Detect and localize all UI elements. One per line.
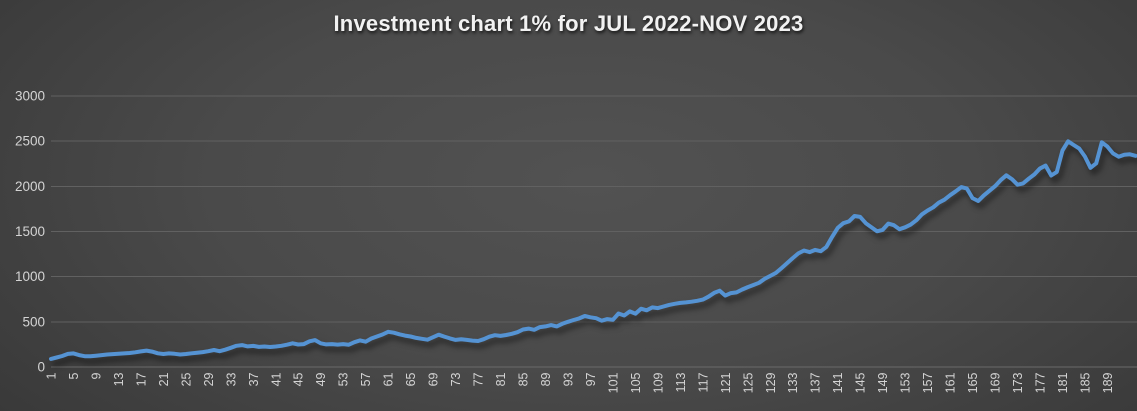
x-tick-label: 133 [786,372,800,393]
x-tick-label: 25 [179,372,193,386]
x-tick-label: 177 [1033,372,1047,393]
x-tick-label: 113 [674,372,688,392]
x-tick-label: 65 [404,372,418,386]
y-tick-label: 1500 [15,224,45,239]
x-tick-label: 93 [561,372,575,386]
y-tick-label: 2000 [15,179,45,194]
x-tick-label: 105 [629,372,643,393]
x-tick-label: 149 [876,372,890,393]
x-tick-label: 97 [584,372,598,386]
x-tick-label: 185 [1078,372,1092,393]
y-tick-label: 1000 [15,269,45,284]
x-tick-label: 109 [651,372,665,393]
x-tick-label: 137 [809,372,823,393]
x-tick-label: 189 [1101,372,1115,393]
x-tick-label: 145 [854,372,868,393]
x-tick-label: 153 [899,372,913,393]
x-tick-label: 5 [67,372,81,379]
x-tick-label: 89 [539,372,553,386]
investment-series-line [49,139,1137,361]
x-tick-label: 33 [224,372,238,386]
y-tick-label: 3000 [15,89,45,104]
x-tick-label: 165 [966,372,980,393]
x-tick-label: 141 [831,372,845,393]
x-tick-label: 157 [921,372,935,393]
x-tick-label: 29 [202,372,216,386]
x-tick-label: 13 [112,372,126,386]
x-tick-label: 169 [989,372,1003,393]
x-tick-label: 129 [764,372,778,393]
x-tick-label: 85 [517,372,531,386]
y-axis-tick-labels: 0 500 1000 1500 2000 2500 3000 [15,89,45,375]
x-tick-label: 37 [247,372,261,386]
x-tick-label: 53 [337,372,351,386]
x-tick-label: 9 [89,372,103,379]
x-tick-label: 45 [292,372,306,386]
x-tick-label: 77 [472,372,486,386]
y-tick-label: 2500 [15,134,45,149]
x-tick-label: 49 [314,372,328,386]
x-tick-label: 181 [1056,372,1070,393]
x-tick-label: 173 [1011,372,1025,393]
y-tick-label: 500 [22,314,45,329]
x-tick-label: 117 [696,372,710,392]
x-tick-label: 41 [269,372,283,386]
horizontal-gridlines [51,95,1137,368]
x-tick-label: 161 [944,372,958,393]
x-tick-label: 101 [606,372,620,393]
x-tick-label: 1 [45,372,59,379]
y-tick-label: 0 [37,360,45,375]
x-tick-label: 17 [134,372,148,386]
x-tick-label: 125 [741,372,755,393]
x-tick-label: 73 [449,372,463,386]
x-tick-label: 57 [359,372,373,386]
x-tick-label: 21 [157,372,171,386]
x-tick-label: 81 [494,372,508,386]
x-tick-label: 61 [382,372,396,386]
x-tick-label: 121 [719,372,733,393]
x-tick-label: 69 [427,372,441,386]
x-axis-tick-labels: 1 5 9 13 17 21 25 29 33 37 41 45 49 53 57 61 65 69 73 77 81 8… [45,372,1115,393]
chart-title: Investment chart 1% for JUL 2022-NOV 202… [333,11,804,36]
